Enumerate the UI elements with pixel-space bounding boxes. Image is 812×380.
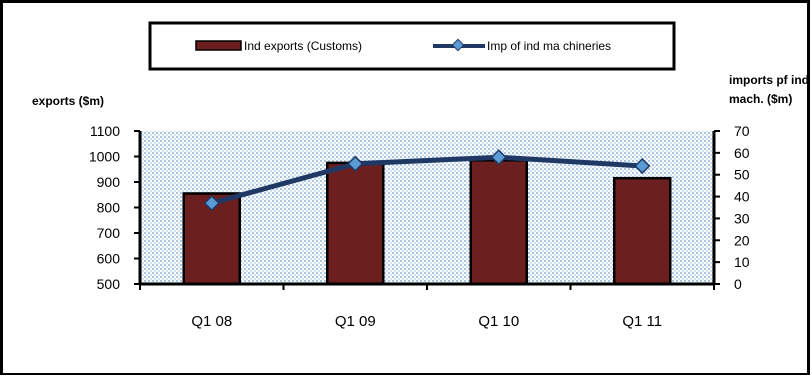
y2-tick-label-6: 60 (734, 145, 750, 161)
y2-tick-label-0: 0 (734, 276, 742, 292)
y-tick-label-6: 1100 (90, 123, 120, 139)
point-imports-2 (490, 149, 507, 166)
point-imports-0 (203, 194, 220, 212)
y2-tick-label-4: 40 (734, 189, 750, 205)
y2-tick-label-3: 30 (734, 210, 750, 226)
axes-layer (134, 130, 720, 290)
y-axis-title: exports ($m) (32, 94, 104, 108)
x-tick-label-1: Q1 09 (335, 313, 376, 330)
y2-axis-title-line2: mach. ($m) (729, 92, 792, 106)
labels-layer: 500 600 700 800 900 1000 1100 0 10 20 30 40 50 60 70 Q1… (89, 123, 750, 330)
x-tick-label-0: Q1 08 (191, 313, 232, 330)
y2-axis-title-line1: imports pf ind (729, 73, 809, 87)
y-tick-label-2: 700 (97, 225, 121, 241)
legend-label-imports: Imp of ind ma chineries (487, 39, 611, 53)
y2-tick-label-5: 50 (734, 167, 750, 183)
y2-tick-label-2: 20 (734, 232, 750, 248)
bar-exports-3 (613, 176, 672, 286)
y-tick-label-4: 900 (97, 174, 121, 190)
legend-swatch-exports (195, 40, 242, 51)
line-imports (211, 154, 643, 206)
point-imports-3 (634, 157, 651, 175)
legend-label-exports: Ind exports (Customs) (244, 39, 362, 53)
y2-tick-label-1: 10 (734, 254, 750, 270)
bars-layer (182, 159, 672, 286)
x-tick-label-3: Q1 11 (622, 313, 662, 330)
legend: Ind exports (Customs) Imp of ind ma chin… (148, 21, 676, 71)
point-imports-1 (347, 155, 364, 172)
y-tick-label-1: 600 (97, 251, 121, 267)
line-layer (203, 149, 651, 212)
y2-tick-label-7: 70 (734, 123, 750, 139)
y-tick-label-5: 1000 (89, 149, 120, 165)
legend-swatch-marker-imports (451, 38, 465, 52)
bar-exports-1 (326, 161, 385, 286)
x-tick-label-2: Q1 10 (478, 313, 519, 330)
bar-exports-2 (469, 159, 528, 286)
y-tick-label-3: 800 (97, 200, 121, 216)
y-tick-label-0: 500 (97, 276, 121, 292)
